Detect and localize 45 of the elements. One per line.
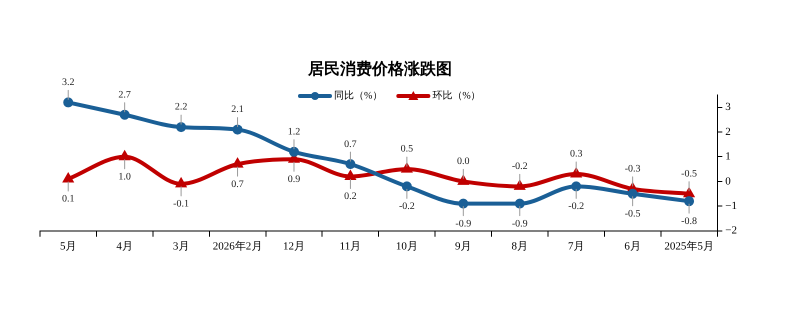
y-tick-label: −1	[725, 200, 738, 212]
data-label: 0.0	[457, 156, 470, 168]
x-tick-label: 5月	[60, 240, 76, 252]
data-label: 0.1	[62, 194, 74, 205]
x-tick-label: 7月	[568, 240, 584, 252]
data-label: 0.3	[570, 148, 582, 160]
x-tick-label: 2025年5月	[664, 240, 714, 252]
data-label: 0.9	[288, 174, 300, 185]
x-tick-label: 10月	[396, 240, 418, 252]
data-label: 0.7	[344, 138, 357, 150]
data-label: -0.1	[173, 198, 190, 210]
x-tick-label: 12月	[282, 240, 305, 252]
data-label: -0.9	[455, 218, 472, 230]
data-label: 0.7	[231, 178, 244, 190]
data-label: 0.2	[344, 191, 357, 202]
data-label: 2.2	[174, 102, 188, 113]
x-tick-label: 6月	[624, 240, 641, 252]
x-tick-label: 3月	[172, 240, 190, 252]
data-label: -0.8	[681, 216, 697, 227]
y-tick-label: −2	[725, 224, 738, 237]
y-tick-label: 1	[725, 150, 731, 163]
y-tick-label: 2	[725, 126, 731, 138]
data-label: 3.2	[62, 77, 74, 88]
data-label: -0.9	[512, 218, 528, 230]
data-label: -0.2	[568, 200, 584, 212]
x-tick-label: 8月	[512, 240, 528, 252]
data-label: 2.7	[118, 89, 131, 100]
y-tick-label: 3	[725, 101, 732, 114]
data-label: 2.1	[231, 104, 244, 116]
x-tick-label: 4月	[116, 240, 133, 252]
chart-title: 居民消费价格涨跌图	[307, 60, 452, 78]
x-tick-label: 11月	[340, 240, 362, 252]
x-tick-label: 2026年2月	[212, 240, 262, 252]
data-label: -0.3	[624, 163, 641, 174]
legend-label: 环比（%）	[432, 90, 481, 102]
data-label: -0.5	[681, 168, 697, 180]
data-label: -0.2	[398, 200, 415, 212]
data-label: -0.2	[512, 160, 528, 172]
y-tick-label: 0	[725, 175, 732, 188]
data-label: 1.0	[118, 171, 131, 182]
data-label: 1.2	[288, 126, 300, 138]
legend-label: 同比（%）	[334, 90, 382, 102]
x-tick-label: 9月	[455, 240, 472, 252]
data-label: 0.5	[400, 144, 414, 155]
data-label: -0.5	[624, 208, 641, 220]
